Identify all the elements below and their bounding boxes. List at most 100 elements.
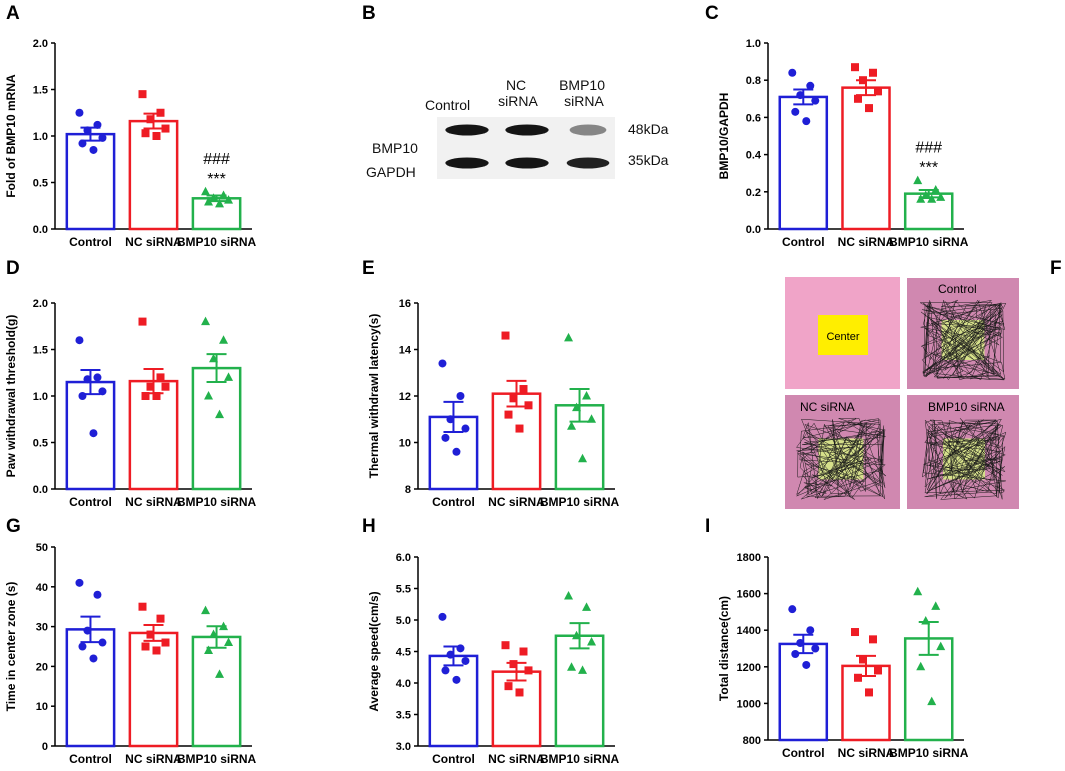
data-point xyxy=(98,638,107,647)
western-blot: Control NC siRNA BMP10 siRNA BMP10 GAPDH… xyxy=(366,77,669,180)
data-point xyxy=(936,641,946,651)
data-point xyxy=(446,415,455,424)
data-point xyxy=(913,586,923,596)
y-tick-label: 1400 xyxy=(737,625,761,637)
data-point xyxy=(209,193,219,202)
data-point xyxy=(869,635,877,644)
data-point xyxy=(515,688,524,697)
y-tick-label: 2.0 xyxy=(33,298,48,310)
category-label: NC siRNA xyxy=(125,235,182,249)
data-point xyxy=(156,108,165,117)
trace-bmp10-sirna xyxy=(922,418,1007,500)
y-tick-label: 12 xyxy=(399,391,411,403)
y-tick-label: 40 xyxy=(36,582,48,594)
panel-letter-e: E xyxy=(362,258,375,279)
data-point xyxy=(791,107,800,116)
significance-hash: ### xyxy=(915,140,942,157)
blot-bands xyxy=(445,124,610,169)
data-point xyxy=(204,391,214,400)
data-point xyxy=(936,192,946,201)
y-tick-label: 30 xyxy=(36,622,48,634)
data-point xyxy=(219,335,229,344)
y-tick-label: 8 xyxy=(405,484,411,496)
blot-lane-label-control: Control xyxy=(425,97,470,113)
chart-i-total-distance: 800 1000 1200 1400 1600 1800 Total distance(cm… xyxy=(717,552,969,760)
chart-a-bmp10-mrna: 0.0 0.5 1.0 1.5 2.0 Fold of BMP10 mRNA Control… xyxy=(4,38,257,249)
y-tick-label: 0.0 xyxy=(746,224,761,236)
data-point xyxy=(438,359,447,368)
category-label: BMP10 siRNA xyxy=(177,235,257,249)
bar-0 xyxy=(65,628,116,748)
trace-control xyxy=(919,299,1007,381)
data-point xyxy=(916,661,926,671)
category-label: NC siRNA xyxy=(488,752,545,766)
data-point xyxy=(141,642,150,651)
data-point xyxy=(582,602,592,611)
movement-trace xyxy=(796,417,887,500)
data-point xyxy=(156,614,165,623)
y-tick-label: 4.0 xyxy=(396,678,411,690)
data-point xyxy=(572,630,582,640)
category-label: Control xyxy=(69,235,112,249)
data-point xyxy=(802,117,811,126)
panel-letter-b: B xyxy=(362,3,376,24)
data-point xyxy=(519,385,528,394)
chart-c-bmp10-gapdh: 0.0 0.2 0.4 0.6 0.8 1.0 BMP10/GAPDH Control NC s… xyxy=(717,38,969,249)
blot-row-label-bmp10: BMP10 xyxy=(372,140,418,156)
category-label: BMP10 siRNA xyxy=(540,752,620,766)
center-label: Center xyxy=(826,331,859,343)
data-point xyxy=(524,666,533,675)
movement-trace xyxy=(919,299,1007,381)
data-point xyxy=(141,392,150,400)
data-point xyxy=(161,124,170,133)
category-label: NC siRNA xyxy=(125,495,182,509)
data-point xyxy=(921,616,931,625)
blot-band xyxy=(505,124,549,136)
data-point xyxy=(504,682,513,691)
y-axis-label: Total distance(cm) xyxy=(717,596,731,701)
data-point xyxy=(802,660,811,669)
data-point xyxy=(564,332,574,342)
bar-0 xyxy=(778,642,829,742)
data-point xyxy=(931,184,941,194)
category-label: NC siRNA xyxy=(488,495,545,509)
y-tick-label: 800 xyxy=(743,735,761,747)
chart-h-average-speed: 3.0 3.5 4.0 4.5 5.0 5.5 6.0 Average speed(cm/s)… xyxy=(367,552,620,766)
data-point xyxy=(509,394,518,403)
data-point xyxy=(438,612,447,621)
data-point xyxy=(916,194,926,203)
blot-lane-label-nc: NC siRNA xyxy=(498,77,538,109)
y-tick-label: 0 xyxy=(42,741,48,753)
data-point xyxy=(215,198,225,208)
y-tick-label: 0.5 xyxy=(33,178,48,190)
data-point xyxy=(138,317,147,326)
data-point xyxy=(582,391,592,400)
data-point xyxy=(854,94,862,103)
panel-letter-h: H xyxy=(362,516,376,537)
data-point xyxy=(98,387,107,396)
data-point xyxy=(567,662,577,671)
significance-star: *** xyxy=(207,171,226,188)
data-point xyxy=(811,96,820,105)
data-point xyxy=(156,373,165,382)
data-point xyxy=(578,453,588,463)
data-point xyxy=(564,591,574,600)
blot-band xyxy=(445,157,489,169)
data-point xyxy=(78,392,87,400)
data-point xyxy=(452,675,461,684)
y-tick-label: 5.5 xyxy=(396,584,411,596)
y-tick-label: 1000 xyxy=(737,698,761,710)
y-axis-label: BMP10/GAPDH xyxy=(717,93,731,180)
data-point xyxy=(83,126,92,135)
category-label: BMP10 siRNA xyxy=(889,746,969,760)
data-point xyxy=(509,660,518,669)
data-point xyxy=(927,194,937,203)
data-point xyxy=(75,108,84,117)
open-field-label-bmp10: BMP10 siRNA xyxy=(928,400,1005,414)
y-tick-label: 20 xyxy=(36,661,48,673)
y-tick-label: 3.5 xyxy=(396,710,411,722)
data-point xyxy=(452,447,461,456)
panel-letter-i: I xyxy=(705,516,710,537)
data-point xyxy=(141,129,150,138)
data-point xyxy=(587,414,597,423)
